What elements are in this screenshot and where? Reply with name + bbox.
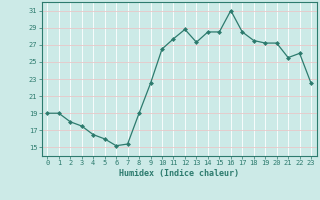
X-axis label: Humidex (Indice chaleur): Humidex (Indice chaleur): [119, 169, 239, 178]
